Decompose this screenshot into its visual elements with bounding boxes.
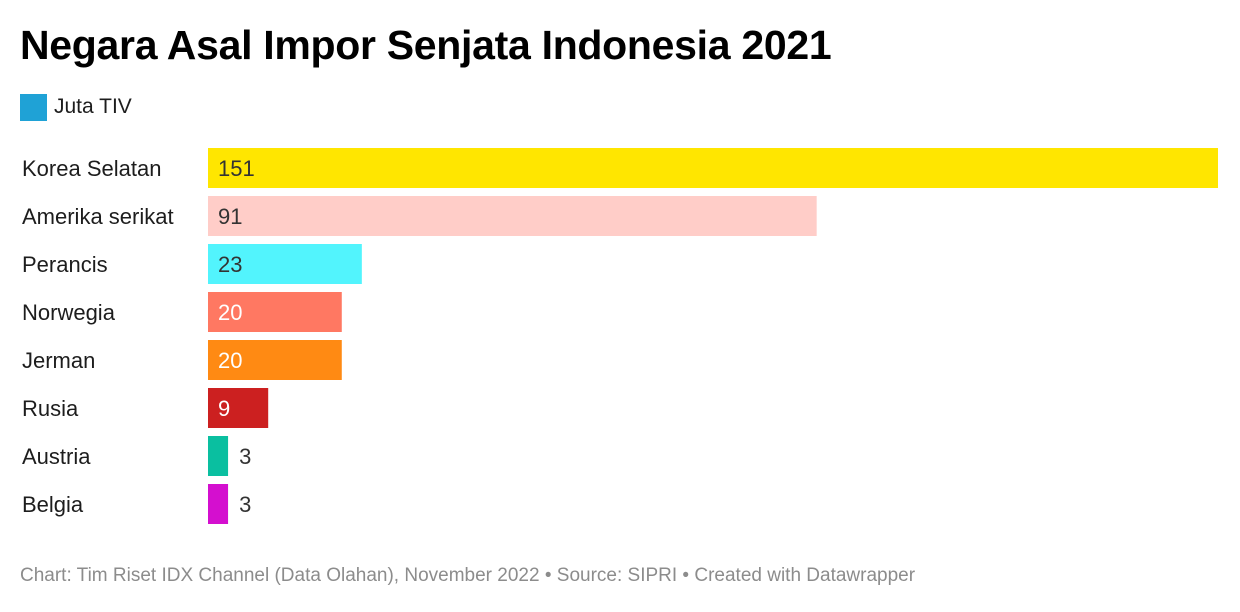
category-label: Perancis [22, 252, 108, 277]
chart-footer: Chart: Tim Riset IDX Channel (Data Olaha… [20, 565, 916, 586]
bar [208, 388, 269, 428]
category-label: Norwegia [22, 300, 116, 325]
legend-swatch [20, 93, 47, 121]
bar [208, 148, 1218, 188]
bar [208, 292, 342, 332]
chart-title: Negara Asal Impor Senjata Indonesia 2021 [20, 22, 832, 68]
category-label: Jerman [22, 348, 95, 373]
value-label: 9 [218, 396, 230, 421]
legend: Juta TIV [20, 92, 132, 122]
bar [208, 484, 229, 524]
bar [208, 244, 362, 284]
value-label: 151 [218, 156, 255, 181]
value-label: 3 [239, 492, 251, 517]
category-label: Belgia [22, 492, 84, 517]
value-label: 20 [218, 348, 242, 373]
category-label: Amerika serikat [22, 204, 174, 229]
bar [208, 196, 817, 236]
bar [208, 340, 342, 380]
value-label: 91 [218, 204, 242, 229]
bar [208, 436, 229, 476]
category-label: Austria [22, 444, 91, 469]
legend-label: Juta TIV [54, 95, 132, 118]
category-label: Rusia [22, 396, 79, 421]
value-label: 20 [218, 300, 242, 325]
category-label: Korea Selatan [22, 156, 161, 181]
value-label: 3 [239, 444, 251, 469]
value-label: 23 [218, 252, 242, 277]
